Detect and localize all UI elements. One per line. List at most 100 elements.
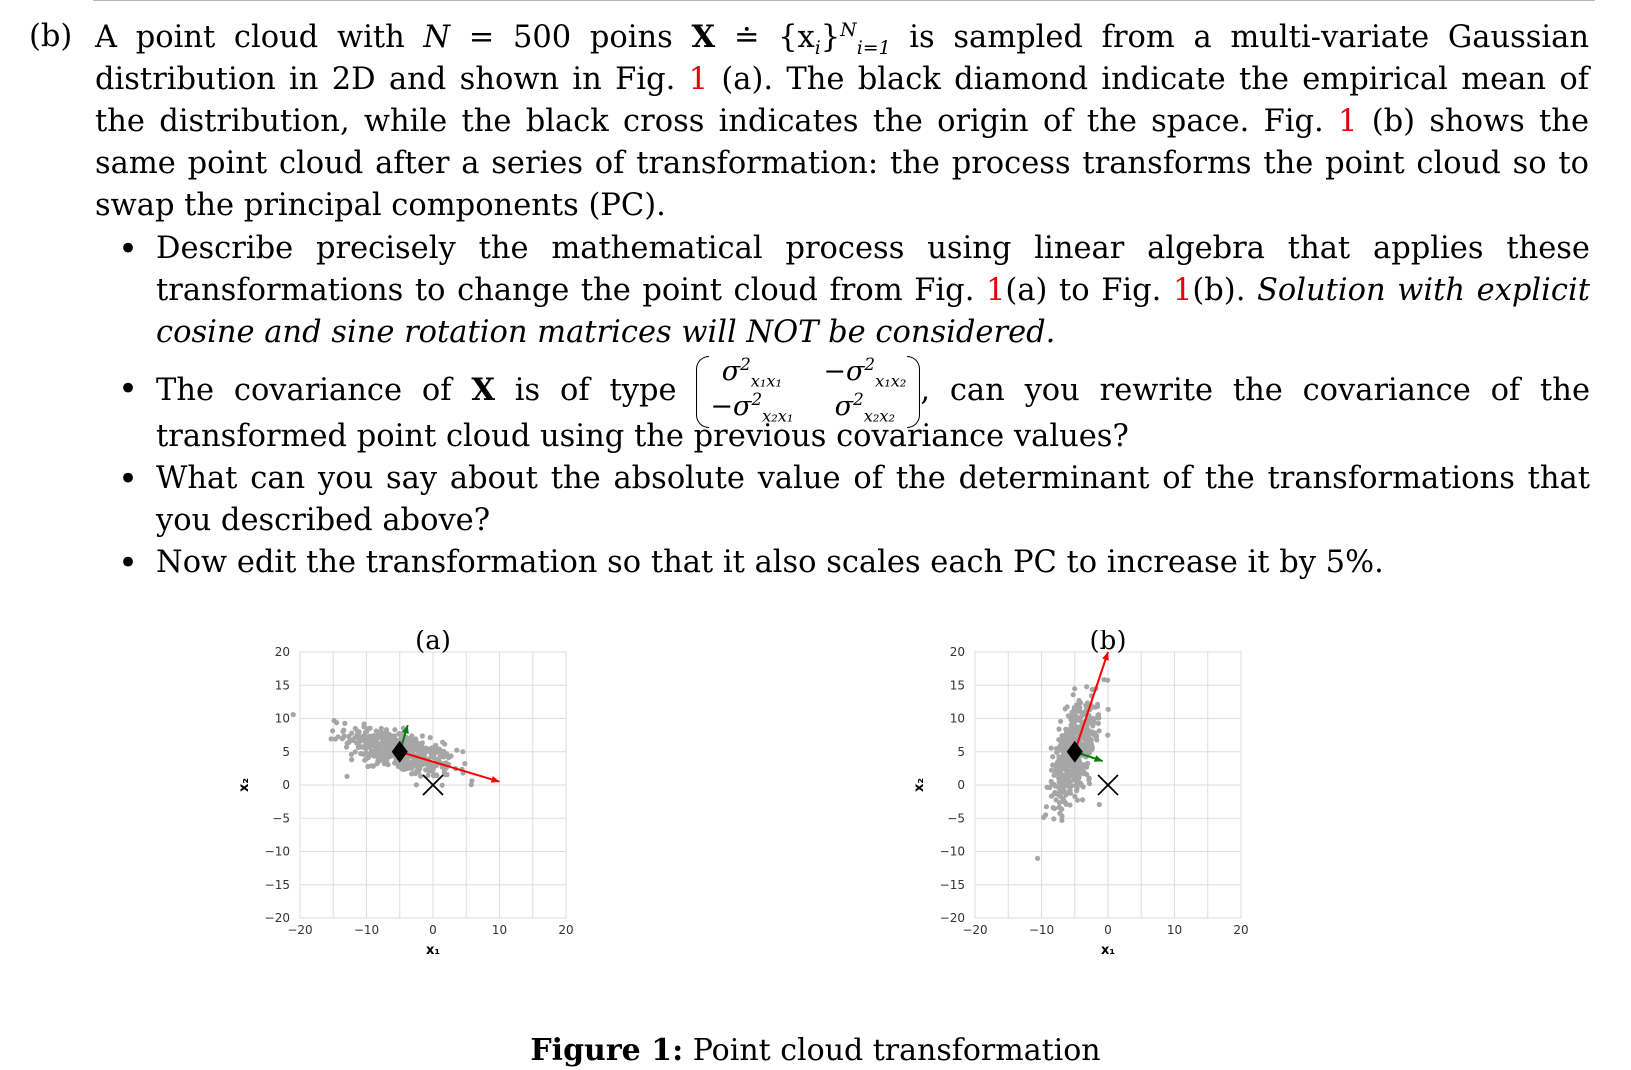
y-tick-label: 0 bbox=[282, 778, 290, 792]
data-point bbox=[375, 732, 381, 739]
arrow-head bbox=[1102, 652, 1109, 661]
data-point bbox=[1090, 723, 1096, 729]
data-point bbox=[350, 737, 356, 743]
data-point bbox=[1057, 805, 1063, 811]
x-tick-label: −20 bbox=[962, 923, 987, 937]
figure-ref-link[interactable]: 1 bbox=[1338, 104, 1358, 139]
data-point bbox=[1071, 719, 1077, 725]
data-point bbox=[433, 750, 439, 756]
intro-text-3: (a). The black diamond indicate the empi… bbox=[95, 62, 1590, 139]
data-point bbox=[1105, 706, 1111, 712]
data-point bbox=[371, 733, 377, 739]
data-point bbox=[1073, 727, 1079, 733]
y-tick-label: −15 bbox=[940, 878, 965, 892]
data-point bbox=[1094, 737, 1100, 743]
matrix-cell-21: −σ2x₂x₁ bbox=[710, 389, 794, 426]
data-point bbox=[1088, 741, 1094, 747]
data-point bbox=[373, 745, 379, 751]
x-tick-label: 10 bbox=[492, 923, 507, 937]
math-i: i bbox=[814, 37, 821, 60]
data-point bbox=[433, 763, 439, 769]
data-point bbox=[1056, 779, 1062, 785]
data-point bbox=[460, 749, 466, 755]
data-point bbox=[394, 737, 400, 743]
data-point bbox=[356, 743, 362, 749]
data-point bbox=[1050, 754, 1056, 760]
origin-cross-marker bbox=[1097, 774, 1119, 796]
x-tick-label: 20 bbox=[1233, 923, 1248, 937]
data-point bbox=[1060, 796, 1066, 802]
data-point bbox=[1080, 735, 1086, 741]
x-axis-label: x₁ bbox=[1101, 943, 1115, 958]
arrow-head bbox=[402, 725, 409, 734]
data-point bbox=[1074, 797, 1080, 803]
caption-label: Figure 1: bbox=[530, 1033, 684, 1068]
x-tick-label: 20 bbox=[558, 923, 573, 937]
scatter-chart-b: −20 −10 0 10 20 20 15 10 5 0 −5 −10 −15 −20 (b) x₁ x₂ bbox=[912, 630, 1249, 958]
bullet-determinant: What can you say about the absolute valu… bbox=[118, 458, 1590, 542]
data-point bbox=[1068, 726, 1074, 732]
data-point bbox=[419, 733, 425, 739]
data-point bbox=[352, 749, 358, 755]
data-point bbox=[425, 772, 431, 778]
data-point bbox=[367, 733, 373, 739]
figure-ref-link[interactable]: 1 bbox=[1172, 273, 1193, 308]
data-point bbox=[1058, 718, 1064, 724]
data-point bbox=[1105, 732, 1111, 738]
data-point bbox=[1060, 760, 1066, 766]
data-point bbox=[1072, 686, 1078, 692]
data-point bbox=[426, 764, 432, 770]
data-point bbox=[1035, 855, 1041, 861]
data-point bbox=[1056, 726, 1062, 732]
question-paragraph: (b) A point cloud with N = 500 poins X ≐… bbox=[29, 16, 1589, 227]
data-point bbox=[290, 712, 296, 718]
data-point bbox=[1078, 781, 1084, 787]
data-point bbox=[1096, 728, 1102, 734]
x-tick-label: −10 bbox=[1029, 923, 1054, 937]
data-point bbox=[1073, 713, 1079, 719]
y-tick-label: 20 bbox=[275, 645, 290, 659]
data-point bbox=[1053, 746, 1059, 752]
data-point bbox=[1060, 751, 1066, 757]
math-sub-range: i=1 bbox=[856, 37, 891, 60]
data-point bbox=[344, 740, 350, 746]
data-point bbox=[362, 729, 369, 735]
data-point bbox=[388, 751, 394, 757]
data-point bbox=[1080, 797, 1086, 803]
data-point bbox=[377, 746, 383, 752]
data-point bbox=[1089, 729, 1095, 735]
math-sup-n: N bbox=[840, 18, 857, 41]
data-point bbox=[1048, 767, 1055, 773]
data-point bbox=[1084, 703, 1090, 709]
data-point bbox=[439, 782, 445, 788]
bullet-scale-pc: Now edit the transformation so that it a… bbox=[118, 542, 1590, 584]
y-tick-label: −15 bbox=[265, 878, 290, 892]
data-point bbox=[430, 768, 436, 775]
data-point bbox=[1091, 716, 1098, 722]
x-tick-label: 10 bbox=[1167, 923, 1182, 937]
question-label: (b) bbox=[29, 19, 73, 54]
data-point bbox=[363, 750, 369, 756]
data-point bbox=[367, 725, 373, 731]
data-point bbox=[1069, 732, 1075, 739]
data-point bbox=[1066, 756, 1072, 763]
data-point bbox=[1064, 704, 1070, 710]
data-point bbox=[1048, 778, 1054, 784]
data-point bbox=[1084, 684, 1090, 690]
figure-ref-link[interactable]: 1 bbox=[688, 62, 709, 97]
data-point bbox=[416, 741, 422, 747]
data-point bbox=[1084, 726, 1090, 732]
data-point bbox=[1043, 804, 1049, 810]
y-tick-label: 10 bbox=[950, 712, 965, 726]
data-point bbox=[413, 746, 419, 752]
data-point bbox=[375, 757, 381, 763]
data-point bbox=[365, 763, 371, 770]
figure-ref-link[interactable]: 1 bbox=[986, 273, 1006, 308]
question-text: A point cloud with N = 500 poins X ≐ {xi… bbox=[95, 16, 1589, 227]
y-tick-label: −10 bbox=[940, 845, 965, 859]
data-point bbox=[1095, 701, 1101, 707]
y-axis-label: x₂ bbox=[912, 778, 927, 792]
data-point bbox=[1051, 816, 1057, 822]
y-tick-label: 20 bbox=[950, 645, 965, 659]
x-tick-label: −10 bbox=[354, 923, 379, 937]
